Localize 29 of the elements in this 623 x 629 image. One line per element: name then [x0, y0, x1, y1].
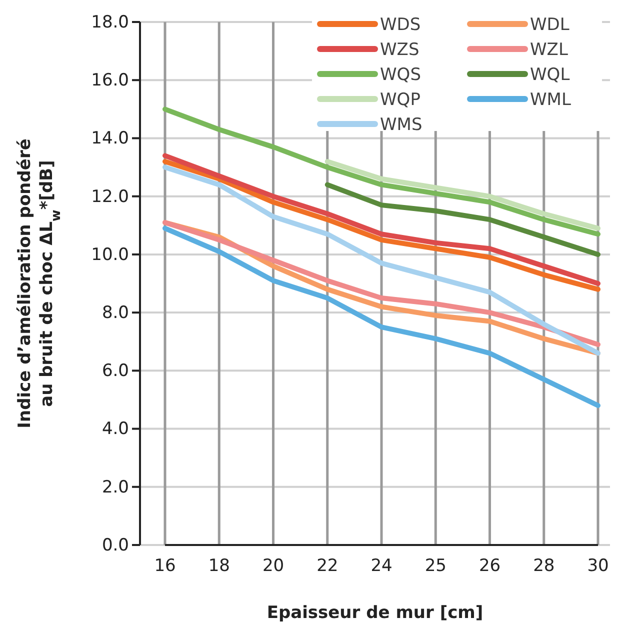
x-tick-label: 24	[370, 556, 392, 576]
legend-label: WQP	[380, 90, 420, 110]
x-tick-label: 30	[587, 556, 609, 576]
y-tick-label: 16.0	[91, 70, 129, 91]
x-tick-label: 18	[208, 556, 230, 576]
x-tick-label: 28	[533, 556, 555, 576]
y-tick-label: 14.0	[91, 128, 129, 149]
x-axis-title: Epaisseur de mur [cm]	[266, 603, 484, 623]
x-tick-label: 20	[262, 556, 284, 576]
legend-label: WZL	[530, 40, 568, 60]
y-tick-label: 4.0	[102, 419, 129, 440]
legend-label: WMS	[380, 115, 422, 135]
y-tick-label: 0.0	[102, 535, 129, 556]
x-tick-label: 22	[316, 556, 338, 576]
legend-label: WDL	[530, 15, 570, 35]
legend-label: WML	[530, 90, 572, 110]
y-tick-label: 2.0	[102, 477, 129, 498]
y-tick-label: 12.0	[91, 186, 129, 207]
legend-label: WQS	[380, 65, 421, 85]
legend-label: WQL	[530, 65, 570, 85]
y-tick-label: 18.0	[91, 12, 129, 32]
x-tick-label: 26	[478, 556, 501, 576]
y-tick-label: 8.0	[102, 302, 129, 323]
legend-label: WZS	[380, 40, 420, 60]
x-tick-label: 25	[424, 556, 446, 576]
y-tick-label: 6.0	[102, 361, 129, 382]
x-tick-label: 16	[154, 556, 176, 576]
legend-label: WDS	[380, 15, 421, 35]
y-tick-label: 10.0	[91, 244, 129, 265]
